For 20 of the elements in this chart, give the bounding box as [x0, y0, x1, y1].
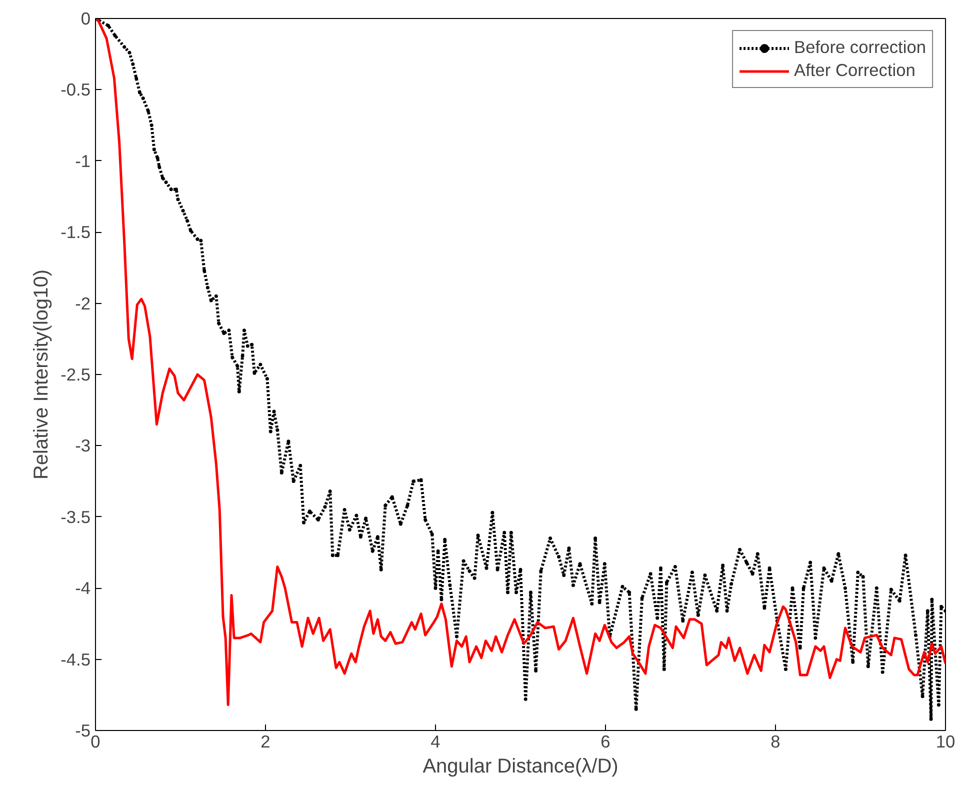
x-tick-label: 6	[600, 732, 610, 752]
y-tick-label: -4	[75, 578, 91, 598]
y-tick-label: -4.5	[60, 649, 90, 670]
y-axis-title: Relative Intersity(log10)	[30, 269, 53, 480]
y-tick-label: 0	[80, 8, 91, 28]
y-tick-label: -5	[75, 720, 91, 740]
x-axis-title: Angular Distance(λ/D)	[422, 756, 618, 778]
legend-label: Before correction	[794, 37, 926, 58]
y-tick-label: -1	[75, 150, 91, 171]
x-tick-label: 2	[260, 732, 270, 752]
x-tick-label: 4	[430, 732, 441, 752]
y-tick-label: -1.5	[60, 222, 90, 242]
y-tick-label: -0.5	[60, 80, 90, 100]
x-tick-label: 10	[936, 732, 956, 752]
y-tick-label: -3	[75, 436, 91, 456]
x-tick-label: 8	[770, 732, 780, 752]
y-tick-label: -2.5	[60, 364, 90, 384]
legend-label: After Correction	[794, 60, 916, 81]
y-tick-label: -3.5	[60, 506, 90, 527]
y-tick-label: -2	[75, 293, 91, 314]
